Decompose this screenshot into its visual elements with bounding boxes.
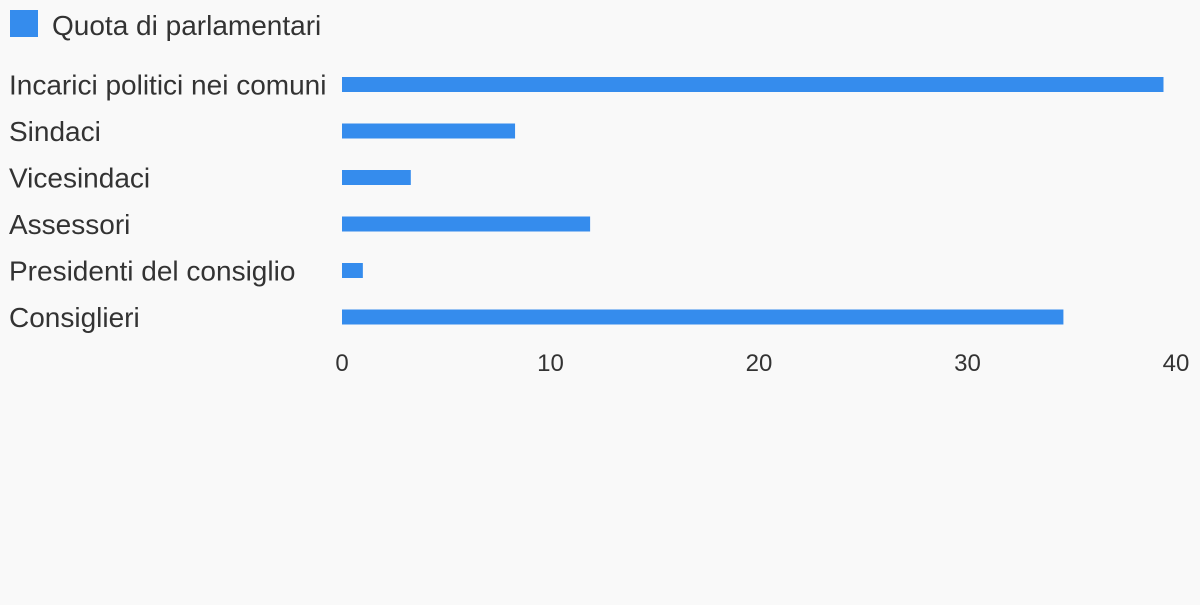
legend-label: Quota di parlamentari (52, 10, 321, 41)
bar (342, 77, 1164, 92)
category-label: Consiglieri (9, 302, 140, 333)
category-label: Assessori (9, 209, 130, 240)
category-labels: Incarici politici nei comuni Sindaci Vices… (9, 70, 326, 334)
x-tick-label: 30 (954, 350, 981, 377)
bar (342, 123, 516, 139)
x-tick-label: 20 (746, 350, 773, 377)
category-label: Incarici politici nei comuni (9, 70, 326, 101)
bar (342, 263, 363, 278)
category-label: Sindaci (9, 116, 101, 147)
legend: Quota di parlamentari (10, 10, 321, 41)
bar (342, 216, 591, 232)
legend-swatch (10, 10, 38, 37)
x-tick-label: 10 (537, 350, 564, 377)
category-label: Presidenti del consiglio (9, 256, 295, 287)
x-tick-label: 0 (335, 350, 348, 377)
category-label: Vicesindaci (9, 163, 150, 194)
bars (342, 77, 1164, 325)
x-axis-ticks: 0 10 20 30 40 (335, 350, 1189, 377)
x-tick-label: 40 (1163, 350, 1190, 377)
bar (342, 170, 411, 185)
bar (342, 309, 1064, 325)
